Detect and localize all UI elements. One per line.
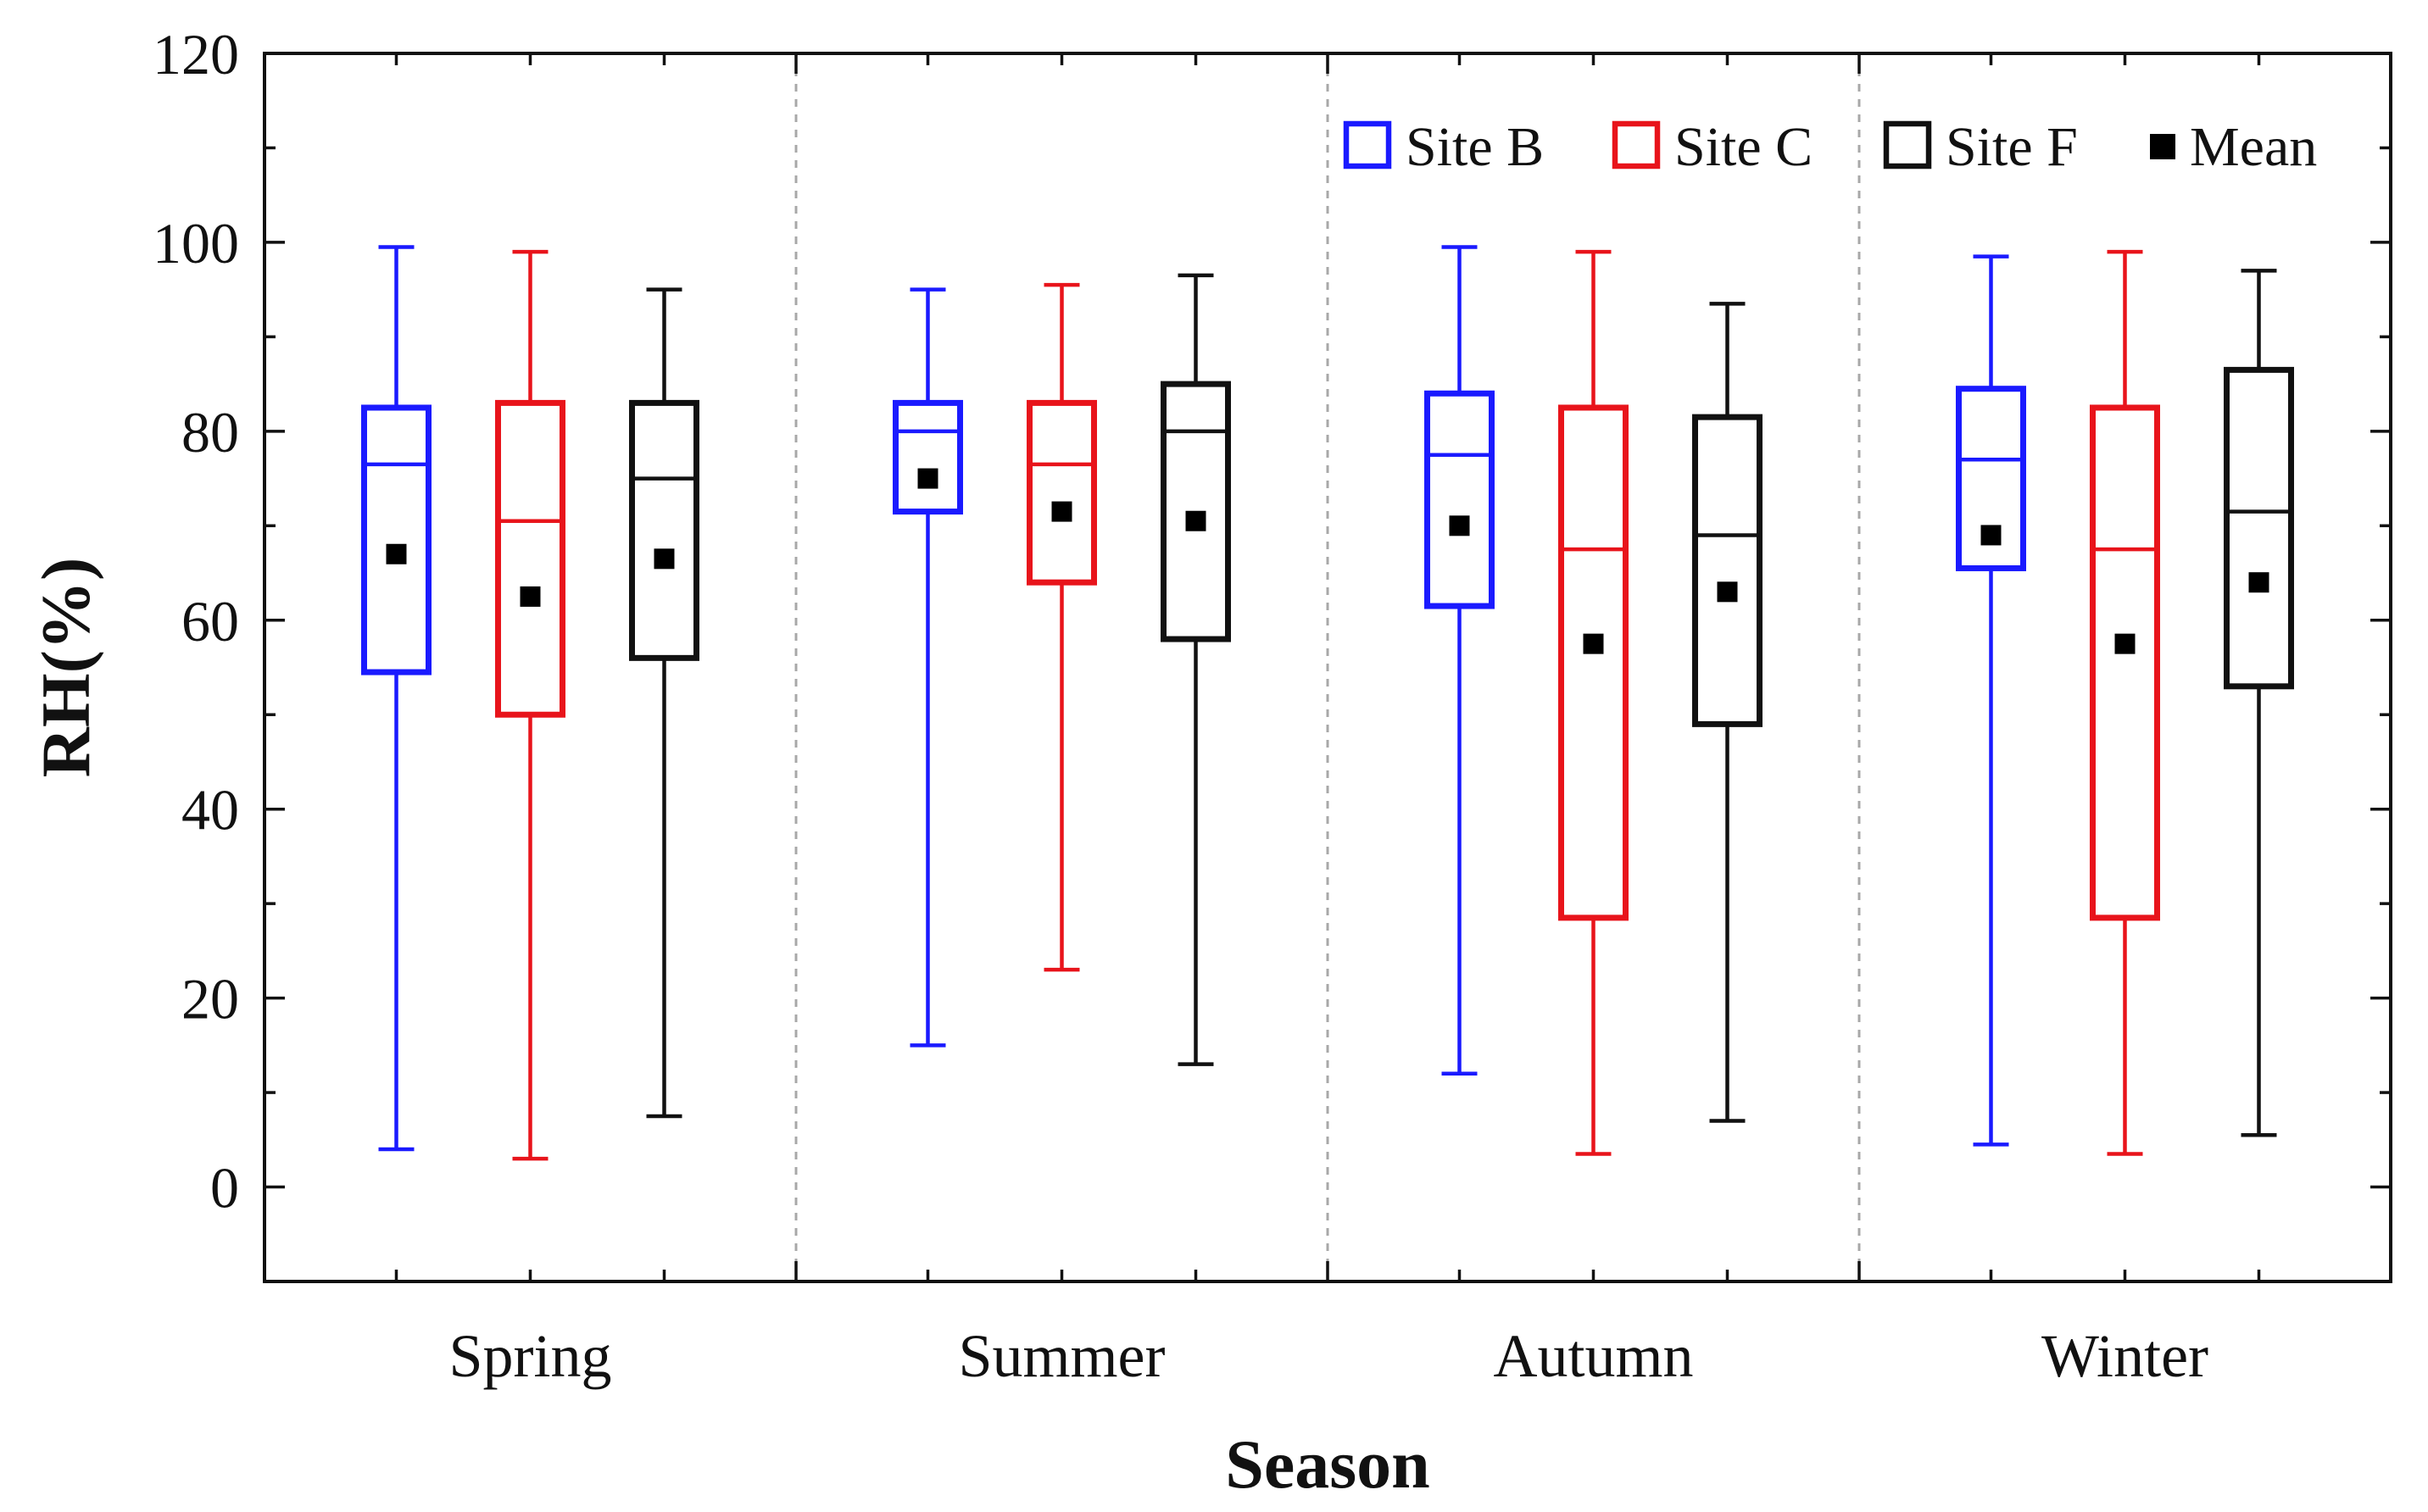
box-site-f-autumn <box>1692 302 1763 1123</box>
x-axis-title: Season <box>1225 1426 1430 1503</box>
legend-swatch-mean <box>2150 134 2175 159</box>
y-tick-label: 0 <box>210 1156 239 1220</box>
y-tick-label: 40 <box>181 778 239 842</box>
box-iqr <box>1027 399 1097 586</box>
legend-label: Site F <box>1946 116 2078 178</box>
box-iqr <box>1692 414 1763 727</box>
mean-marker <box>1449 515 1470 536</box>
legend-label: Site B <box>1406 116 1544 178</box>
legend: Site B Site C Site F Mean <box>1343 116 2317 178</box>
legend-item-site-b: Site B <box>1343 116 1544 178</box>
box-site-c-summer <box>1027 282 1097 972</box>
mean-marker <box>520 586 541 607</box>
y-tick-label: 80 <box>181 400 239 464</box>
legend-swatch <box>1612 120 1661 170</box>
box-site-b-spring <box>361 245 432 1152</box>
y-tick-label: 120 <box>153 22 239 86</box>
legend-label: Mean <box>2190 116 2317 178</box>
x-tick-label: Summer <box>959 1322 1166 1390</box>
box-site-c-winter <box>2090 249 2160 1156</box>
legend-swatch <box>1883 120 1932 170</box>
box-site-c-autumn <box>1558 249 1629 1156</box>
x-tick-label: Winter <box>2041 1322 2208 1390</box>
box-site-f-spring <box>629 287 699 1119</box>
mean-marker <box>1980 525 2002 546</box>
mean-marker <box>2248 572 2269 593</box>
y-tick-label: 20 <box>181 967 239 1031</box>
box-site-f-summer <box>1161 273 1231 1066</box>
box-iqr <box>1424 390 1495 609</box>
mean-marker <box>917 468 938 489</box>
mean-marker <box>386 543 407 564</box>
legend-swatch <box>1343 120 1392 170</box>
box-site-b-autumn <box>1424 245 1495 1076</box>
legend-item-site-c: Site C <box>1612 116 1813 178</box>
mean-marker <box>1583 633 1604 654</box>
box-iqr <box>629 399 699 661</box>
box-site-c-spring <box>495 249 565 1161</box>
mean-marker <box>1717 581 1738 603</box>
y-tick-label: 60 <box>181 589 239 653</box>
box-iqr <box>495 399 565 718</box>
y-tick-label: 100 <box>153 211 239 275</box>
box-iqr <box>893 399 963 515</box>
mean-marker <box>1185 510 1206 531</box>
box-plots <box>361 245 2294 1161</box>
box-iqr <box>1956 386 2026 571</box>
mean-marker <box>1051 501 1072 522</box>
box-iqr <box>1558 404 1629 921</box>
box-iqr <box>1161 381 1231 642</box>
box-iqr <box>361 404 432 675</box>
mean-marker <box>654 548 675 570</box>
box-iqr <box>2090 404 2160 921</box>
legend-item-site-f: Site F <box>1883 116 2078 178</box>
mean-marker <box>2114 633 2136 654</box>
y-axis-title: RH(%) <box>27 558 104 778</box>
legend-item-mean: Mean <box>2150 116 2317 178</box>
axes: 0 20 40 60 80 100 120 Spring Summer Autumn Winter <box>153 22 2392 1390</box>
x-tick-label: Autumn <box>1493 1322 1693 1390</box>
box-iqr <box>2224 366 2294 690</box>
x-tick-label: Spring <box>448 1322 611 1390</box>
legend-label: Site C <box>1674 116 1813 178</box>
box-site-b-summer <box>893 287 963 1048</box>
separator-lines <box>794 53 1861 1281</box>
box-site-f-winter <box>2224 269 2294 1137</box>
box-site-b-winter <box>1956 254 2026 1147</box>
